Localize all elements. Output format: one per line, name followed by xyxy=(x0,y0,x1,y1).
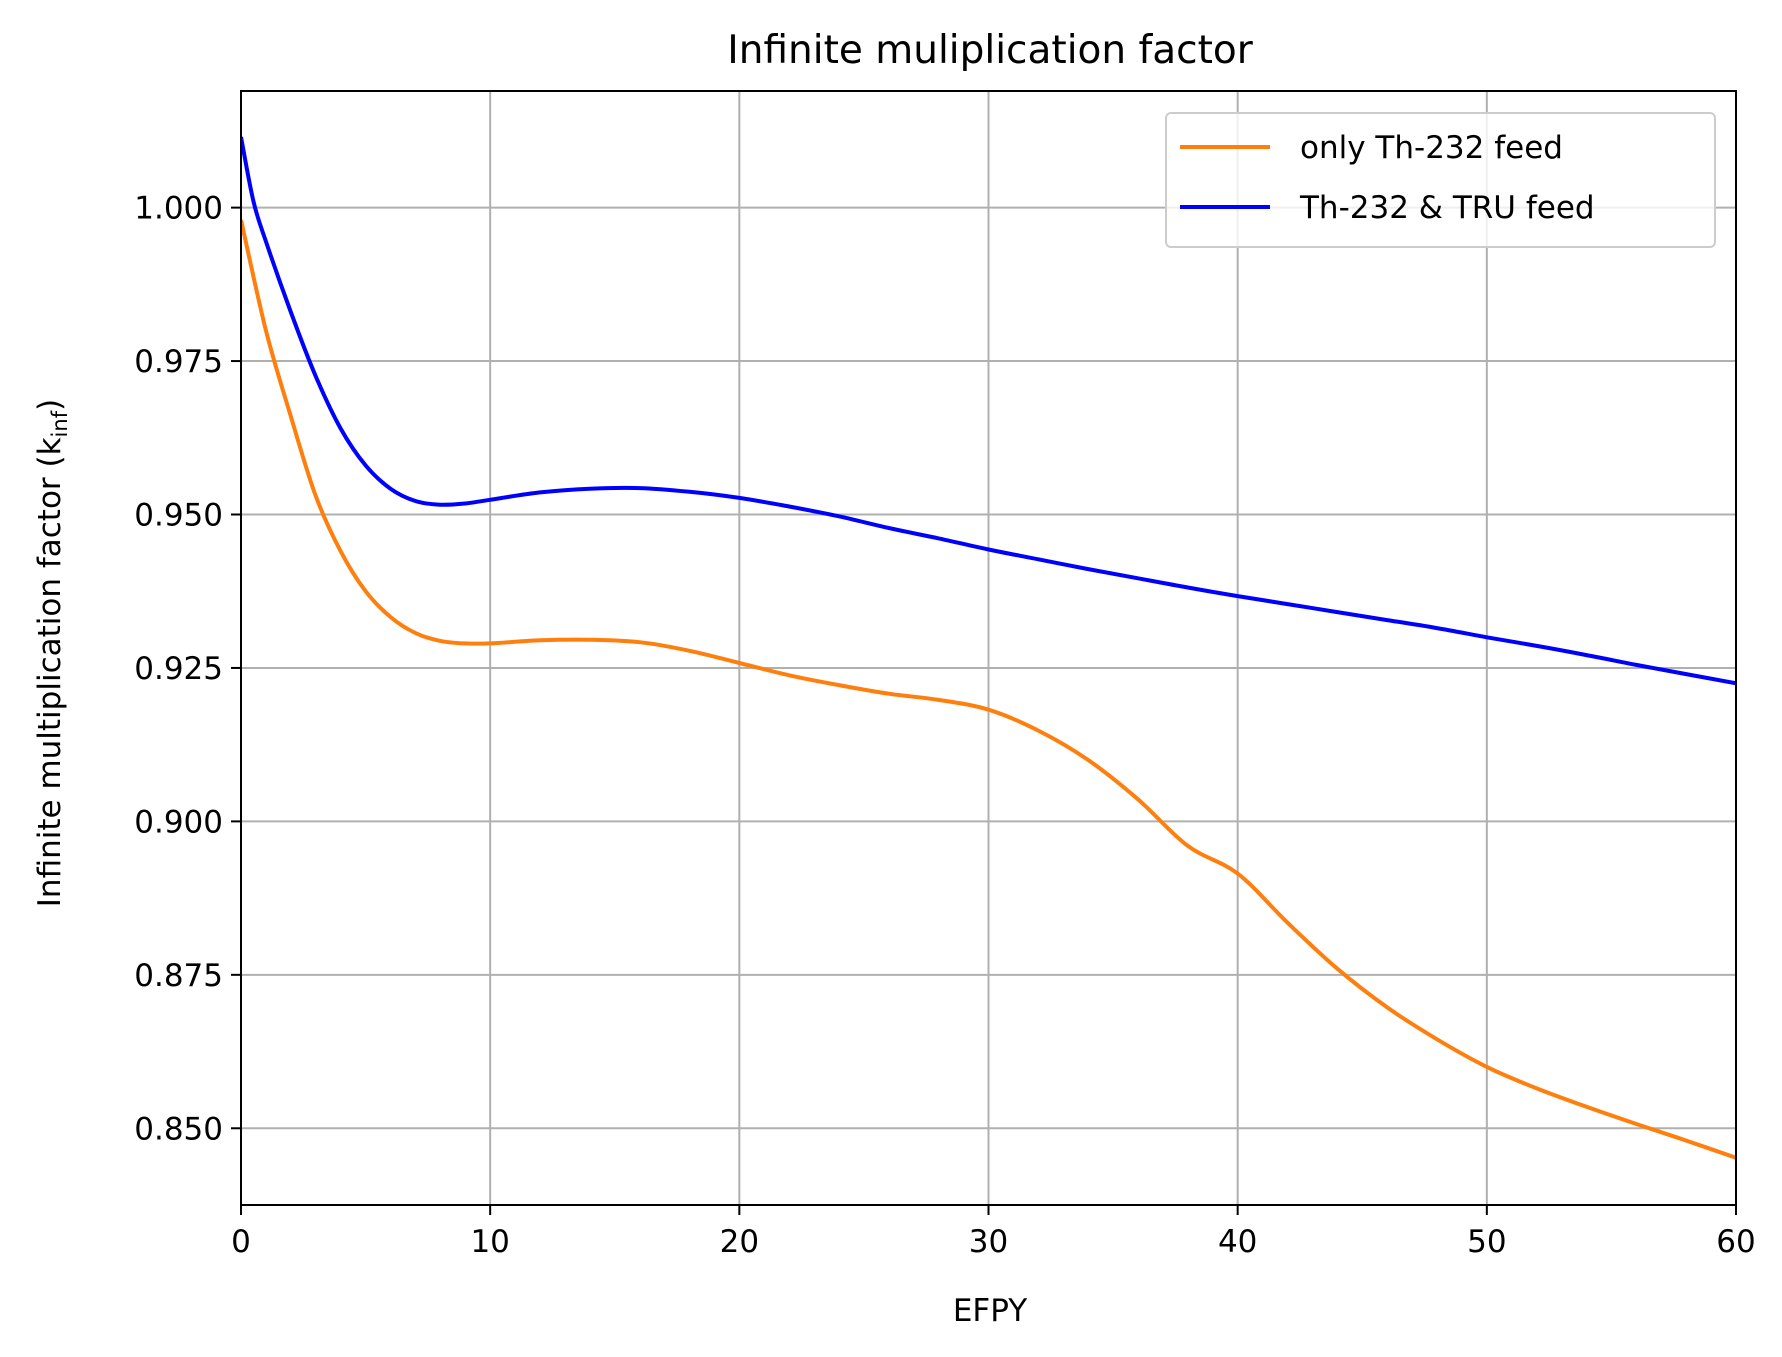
legend: only Th-232 feed Th-232 & TRU feed xyxy=(1165,112,1716,248)
series-line-th232-tru xyxy=(241,136,1736,686)
series-line-only-th232 xyxy=(241,219,1736,1160)
y-tick-label: 0.850 xyxy=(134,1111,223,1147)
x-tick-label: 0 xyxy=(231,1224,251,1260)
axes xyxy=(231,90,1737,1215)
y-tick-label: 0.975 xyxy=(134,344,223,380)
x-tick-label: 50 xyxy=(1467,1224,1506,1260)
x-tick-label: 30 xyxy=(969,1224,1008,1260)
y-tick-label: 0.950 xyxy=(134,498,223,534)
legend-label-only-th232: only Th-232 feed xyxy=(1300,130,1563,166)
x-tick-label: 20 xyxy=(720,1224,759,1260)
y-axis-label-subscript: inf xyxy=(48,410,72,437)
y-tick-label: 0.900 xyxy=(134,804,223,840)
y-tick-label: 0.875 xyxy=(134,958,223,994)
x-tick-label: 40 xyxy=(1218,1224,1257,1260)
grid xyxy=(240,91,1737,1205)
series-lines xyxy=(241,136,1736,1160)
y-tick-label: 0.925 xyxy=(134,651,223,687)
legend-label-th232-tru: Th-232 & TRU feed xyxy=(1299,190,1595,226)
y-axis-label: Infinite multiplication factor (kinf) xyxy=(32,399,72,907)
x-axis-label: EFPY xyxy=(953,1293,1027,1329)
y-axis-label-main: Infinite multiplication factor (k xyxy=(32,437,68,907)
x-tick-label: 60 xyxy=(1716,1224,1755,1260)
x-tick-label: 10 xyxy=(470,1224,509,1260)
plot-frame xyxy=(240,90,1737,1206)
legend-frame xyxy=(1165,112,1716,248)
tick-labels: 0 10 20 30 40 50 60 0.850 0.875 0.900 0.925 0.950 0.… xyxy=(134,191,1755,1260)
y-axis-label-close: ) xyxy=(32,399,68,411)
y-tick-label: 1.000 xyxy=(134,191,223,227)
chart-title: Infinite muliplication factor xyxy=(727,28,1253,73)
